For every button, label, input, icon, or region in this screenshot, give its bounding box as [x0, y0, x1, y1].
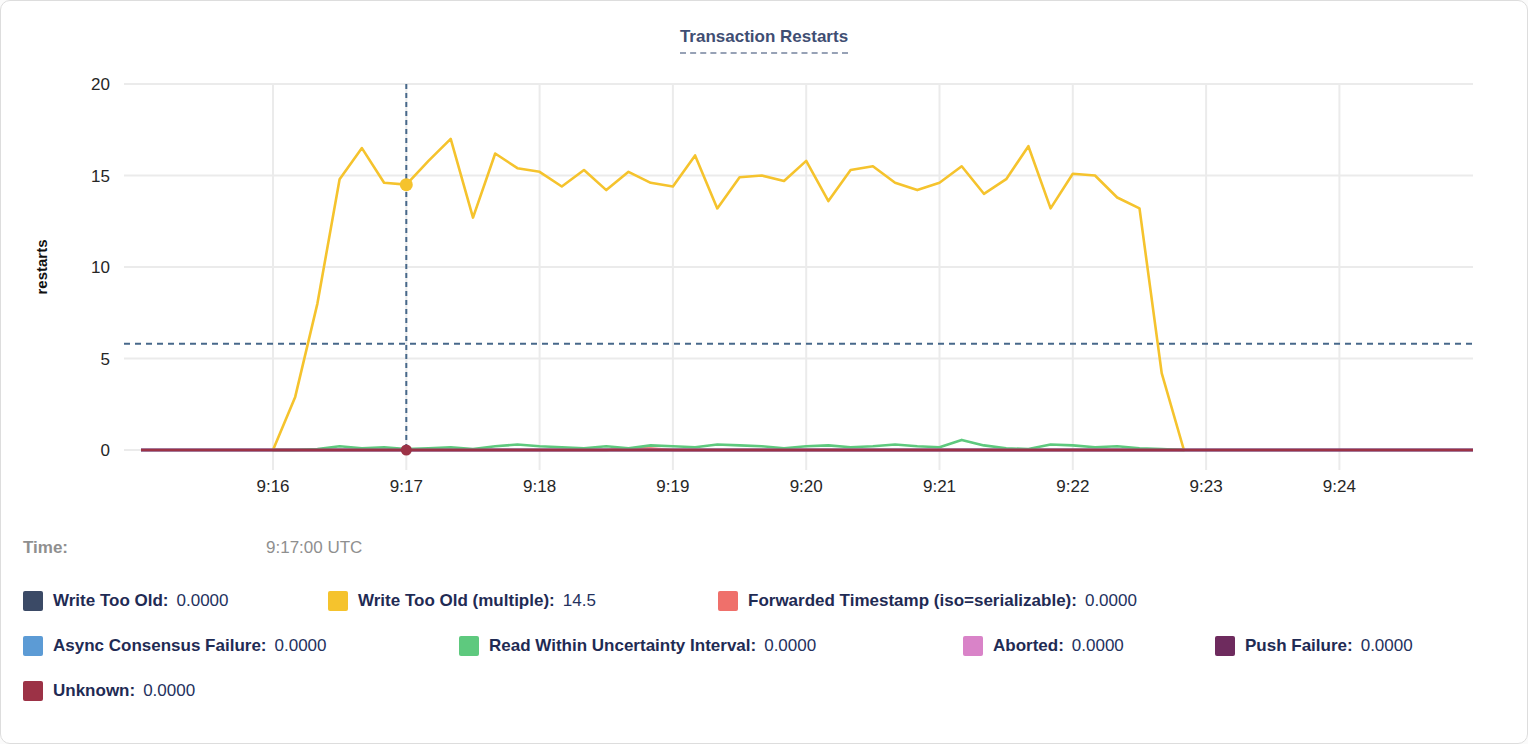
legend-swatch-icon — [23, 681, 43, 701]
legend-item-unknown: Unknown: 0.0000 — [23, 681, 195, 701]
transaction-restarts-chart-card: Transaction Restarts 9:169:179:189:199:2… — [0, 0, 1528, 744]
x-tick-label: 9:22 — [1056, 477, 1089, 496]
legend-swatch-icon — [23, 591, 43, 611]
x-tick-label: 9:17 — [390, 477, 423, 496]
x-tick-label: 9:23 — [1190, 477, 1223, 496]
x-tick-label: 9:24 — [1323, 477, 1356, 496]
legend-label: Push Failure: — [1245, 636, 1353, 656]
legend-label: Read Within Uncertainty Interval: — [489, 636, 756, 656]
legend-value: 14.5 — [563, 591, 596, 611]
legend-item-read-within-uncertainty-interval: Read Within Uncertainty Interval: 0.0000 — [459, 636, 963, 656]
legend-item-aborted: Aborted: 0.0000 — [963, 636, 1215, 656]
legend-label: Forwarded Timestamp (iso=serializable): — [748, 591, 1077, 611]
legend-swatch-icon — [963, 636, 983, 656]
x-tick-label: 9:21 — [923, 477, 956, 496]
y-tick-label: 5 — [101, 350, 110, 369]
x-tick-label: 9:16 — [256, 477, 289, 496]
x-tick-label: 9:20 — [790, 477, 823, 496]
chart-legend: Write Too Old: 0.0000 Write Too Old (multi… — [23, 590, 1513, 725]
legend-value: 0.0000 — [1072, 636, 1124, 656]
legend-item-push-failure: Push Failure: 0.0000 — [1215, 636, 1413, 656]
legend-value: 0.0000 — [275, 636, 327, 656]
line-chart-plot-area[interactable]: 9:16 9:17 9:18 9:19 9:20 9:21 9:22 9:23 9:24 0 5 10… — [1, 1, 1528, 516]
y-tick-label: 20 — [91, 75, 110, 94]
legend-value: 0.0000 — [143, 681, 195, 701]
legend-value: 0.0000 — [1361, 636, 1413, 656]
hover-time-row: Time: 9:17:00 UTC — [23, 538, 1503, 562]
legend-swatch-icon — [459, 636, 479, 656]
x-tick-label: 9:19 — [656, 477, 689, 496]
legend-row: Write Too Old: 0.0000 Write Too Old (multi… — [23, 590, 1513, 612]
legend-item-async-consensus-failure: Async Consensus Failure: 0.0000 — [23, 636, 459, 656]
hover-time-value: 9:17:00 UTC — [266, 538, 362, 558]
legend-item-write-too-old: Write Too Old: 0.0000 — [23, 591, 328, 611]
y-axis-label: restarts — [33, 239, 50, 294]
legend-swatch-icon — [1215, 636, 1235, 656]
legend-item-write-too-old-multiple: Write Too Old (multiple): 14.5 — [328, 591, 718, 611]
legend-label: Aborted: — [993, 636, 1064, 656]
legend-label: Async Consensus Failure: — [53, 636, 267, 656]
y-tick-label: 15 — [91, 167, 110, 186]
hover-time-label: Time: — [23, 538, 68, 557]
legend-swatch-icon — [718, 591, 738, 611]
legend-swatch-icon — [23, 636, 43, 656]
y-tick-label: 10 — [91, 258, 110, 277]
legend-label: Unknown: — [53, 681, 135, 701]
legend-value: 0.0000 — [764, 636, 816, 656]
y-tick-label: 0 — [101, 441, 110, 460]
legend-item-forwarded-timestamp-iso-serializable: Forwarded Timestamp (iso=serializable): 0… — [718, 591, 1137, 611]
legend-value: 0.0000 — [1085, 591, 1137, 611]
legend-label: Write Too Old (multiple): — [358, 591, 555, 611]
legend-row: Async Consensus Failure:0.0000Read Withi… — [23, 635, 1513, 657]
hover-point-marker — [400, 178, 413, 191]
legend-row: Unknown: 0.0000 — [23, 680, 1513, 702]
legend-label: Write Too Old: — [53, 591, 169, 611]
legend-swatch-icon — [328, 591, 348, 611]
legend-value: 0.0000 — [177, 591, 229, 611]
hover-point-marker — [401, 445, 412, 456]
x-tick-label: 9:18 — [523, 477, 556, 496]
